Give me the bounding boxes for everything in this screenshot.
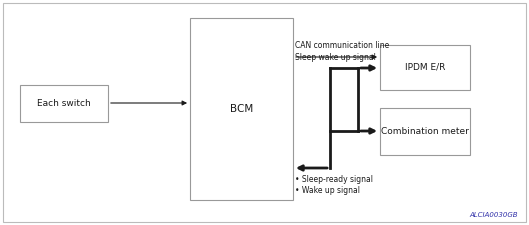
Text: • Sleep-ready signal: • Sleep-ready signal <box>295 175 373 184</box>
Text: IPDM E/R: IPDM E/R <box>405 63 445 72</box>
Text: Each switch: Each switch <box>37 99 91 108</box>
Bar <box>380 108 470 155</box>
Bar <box>380 45 470 90</box>
Text: CAN communication line: CAN communication line <box>295 41 389 50</box>
Text: ALCIA0030GB: ALCIA0030GB <box>470 212 518 218</box>
Text: BCM: BCM <box>230 104 253 114</box>
Text: • Wake up signal: • Wake up signal <box>295 186 360 195</box>
Text: Sleep wake up signal: Sleep wake up signal <box>295 53 376 62</box>
Text: Combination meter: Combination meter <box>381 127 469 136</box>
Bar <box>190 18 293 200</box>
Bar <box>20 85 108 122</box>
